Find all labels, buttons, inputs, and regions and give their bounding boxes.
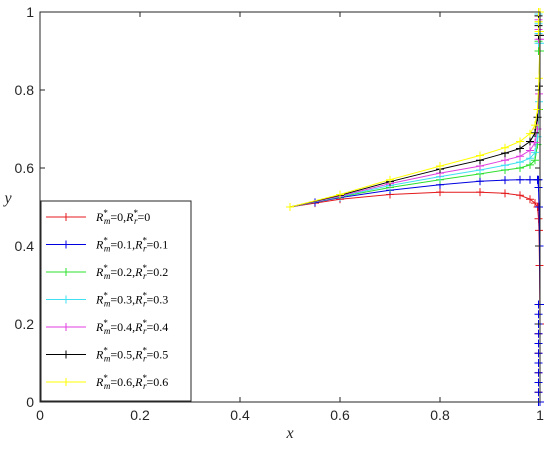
data-point bbox=[336, 190, 344, 199]
data-point bbox=[534, 27, 543, 36]
data-point bbox=[516, 191, 524, 200]
x-axis-label: x bbox=[285, 425, 293, 442]
legend-label: R* m=0.2,R* r=0.2 bbox=[95, 263, 168, 281]
data-point bbox=[534, 17, 543, 26]
data-point bbox=[516, 137, 524, 146]
data-point bbox=[534, 47, 543, 55]
y-tick-label: 0.6 bbox=[15, 160, 35, 176]
legend-marker bbox=[62, 350, 70, 359]
y-axis-label: y bbox=[2, 190, 12, 207]
data-point bbox=[516, 175, 524, 184]
x-tick-label: 0.8 bbox=[430, 407, 450, 423]
data-point bbox=[526, 195, 534, 204]
data-point bbox=[534, 329, 543, 338]
data-point bbox=[531, 138, 539, 147]
data-point bbox=[534, 339, 543, 348]
legend-item: R* m=0,R* r=0 bbox=[46, 208, 150, 226]
data-point bbox=[501, 156, 509, 165]
x-tick-label: 0 bbox=[36, 407, 44, 423]
data-point bbox=[501, 176, 509, 185]
legend-item: R* m=0.3,R* r=0.3 bbox=[46, 291, 168, 309]
legend-item: R* m=0.2,R* r=0.2 bbox=[46, 263, 168, 281]
data-point bbox=[436, 188, 444, 197]
data-point bbox=[534, 359, 543, 367]
legend-label: R* m=0.3,R* r=0.3 bbox=[95, 291, 168, 309]
data-point bbox=[534, 310, 543, 319]
data-point bbox=[534, 378, 543, 387]
x-tick-label: 1 bbox=[536, 407, 544, 423]
y-tick-label: 0.2 bbox=[15, 316, 35, 332]
x-tick-label: 0.6 bbox=[330, 407, 350, 423]
data-point bbox=[526, 175, 534, 184]
data-point bbox=[386, 175, 394, 184]
data-point bbox=[476, 151, 484, 160]
data-point bbox=[286, 203, 294, 211]
data-point bbox=[534, 368, 543, 377]
data-point bbox=[526, 146, 534, 155]
legend-label: R* m=0.5,R* r=0.5 bbox=[95, 346, 168, 364]
data-point bbox=[526, 129, 534, 138]
axes-box bbox=[39, 11, 541, 403]
data-point bbox=[501, 189, 509, 198]
data-point bbox=[476, 177, 484, 186]
axes-layer: 00 0.2 0.2 0.4 0.4 0.6 0.6 0.8 0.8 1 1 bbox=[15, 4, 545, 423]
x-tick-label: 0.2 bbox=[130, 407, 150, 423]
y-tick-label: 0.8 bbox=[15, 82, 35, 98]
legend-marker bbox=[62, 213, 70, 221]
series-line bbox=[289, 179, 538, 208]
legend: R* m=0,R* r=0 R* m=0.1,R* r=0.1 R* m=0.2,R* r=0.… bbox=[40, 200, 192, 402]
legend-label: R* m=0.4,R* r=0.4 bbox=[95, 318, 168, 336]
y-tick-label: 1 bbox=[26, 4, 34, 20]
data-point bbox=[436, 162, 444, 171]
legend-marker bbox=[62, 240, 70, 249]
data-point bbox=[534, 300, 543, 309]
legend-item: R* m=0.1,R* r=0.1 bbox=[46, 236, 168, 254]
legend-marker bbox=[62, 268, 70, 276]
data-point bbox=[531, 128, 539, 137]
legend-label: R* m=0.1,R* r=0.1 bbox=[95, 236, 168, 254]
data-point bbox=[531, 121, 539, 130]
legend-label: R* m=0,R* r=0 bbox=[95, 208, 150, 226]
data-point bbox=[531, 148, 539, 157]
data-point bbox=[535, 203, 543, 211]
data-point bbox=[516, 152, 524, 161]
data-point bbox=[534, 183, 543, 192]
data-point bbox=[501, 143, 509, 152]
y-tick-label: 0.4 bbox=[15, 238, 35, 254]
legend-item: R* m=0.6,R* r=0.6 bbox=[46, 373, 168, 391]
legend-marker bbox=[62, 295, 70, 304]
data-point bbox=[534, 214, 543, 223]
legend-label: R* m=0.6,R* r=0.6 bbox=[95, 373, 168, 391]
data-point bbox=[531, 156, 539, 165]
data-point bbox=[534, 388, 543, 397]
data-point bbox=[535, 74, 543, 83]
data-point bbox=[526, 137, 534, 146]
y-tick-label: 0 bbox=[26, 394, 34, 410]
data-point bbox=[534, 349, 543, 358]
legend-item: R* m=0.4,R* r=0.4 bbox=[46, 318, 168, 336]
x-tick-label: 0.4 bbox=[230, 407, 250, 423]
legend-item: R* m=0.5,R* r=0.5 bbox=[46, 346, 168, 364]
data-point bbox=[516, 144, 524, 153]
legend-marker bbox=[62, 378, 70, 386]
data-point bbox=[526, 154, 534, 163]
data-point bbox=[476, 188, 484, 197]
legend-marker bbox=[62, 323, 70, 331]
